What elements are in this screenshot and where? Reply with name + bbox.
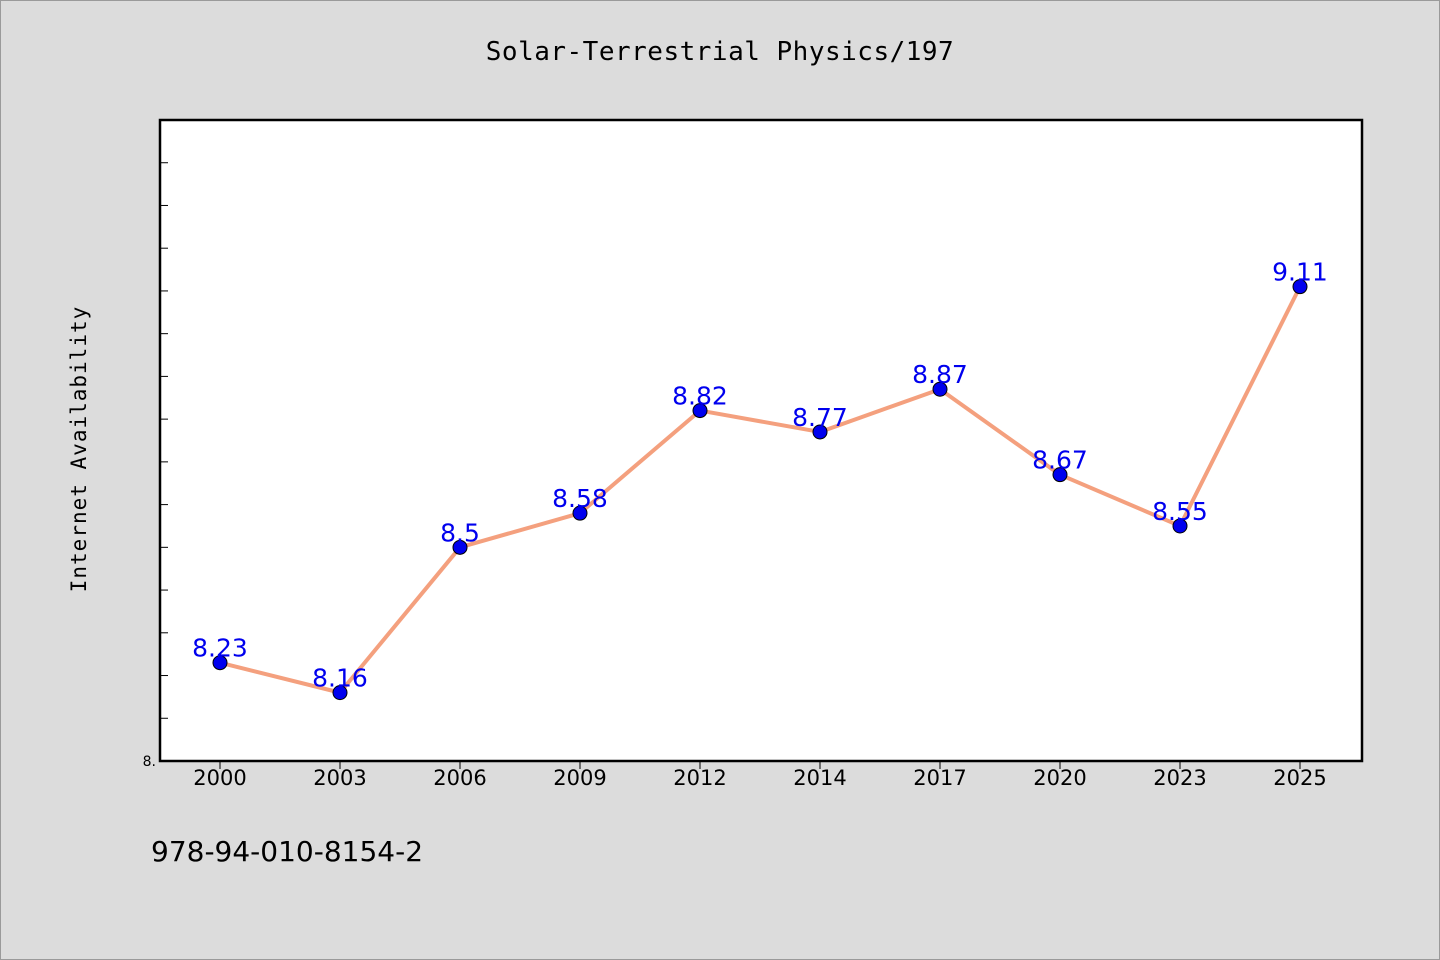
x-tick-label: 2006 — [433, 766, 486, 790]
data-point — [932, 381, 948, 397]
data-label: 8.77 — [792, 403, 848, 432]
data-label: 8.87 — [912, 360, 968, 389]
data-label: 9.11 — [1272, 258, 1328, 287]
footnote-code: 978-94-010-8154-2 — [151, 835, 424, 868]
data-point — [572, 505, 588, 521]
x-tick-label: 2009 — [553, 766, 606, 790]
data-point — [452, 539, 468, 555]
x-tick-label: 2023 — [1153, 766, 1206, 790]
x-tick-label: 2012 — [673, 766, 726, 790]
x-tick-label: 2014 — [793, 766, 846, 790]
series-line — [218, 284, 1302, 695]
data-label: 8.67 — [1032, 446, 1088, 475]
chart-title: Solar-Terrestrial Physics/197 — [485, 37, 955, 67]
data-point — [812, 424, 828, 440]
data-point — [1292, 279, 1308, 295]
data-label: 8.16 — [312, 664, 368, 693]
data-point — [1172, 518, 1188, 534]
x-tick-label: 2017 — [913, 766, 966, 790]
data-label: 8.82 — [672, 382, 728, 411]
plot-frame — [158, 118, 1364, 763]
x-tick-label: 2003 — [313, 766, 366, 790]
data-point — [692, 403, 708, 419]
data-point — [1052, 467, 1068, 483]
data-label: 8.58 — [552, 484, 608, 513]
data-label: 8.23 — [192, 634, 248, 663]
data-label: 8.5 — [440, 518, 480, 547]
x-tick-label: 2020 — [1033, 766, 1086, 790]
y-tick-label: 8. — [143, 754, 156, 770]
data-label: 8.55 — [1152, 497, 1208, 526]
x-tick-label: 2025 — [1273, 766, 1326, 790]
x-tick-label: 2000 — [193, 766, 246, 790]
data-point — [332, 685, 348, 701]
data-point — [212, 655, 228, 671]
